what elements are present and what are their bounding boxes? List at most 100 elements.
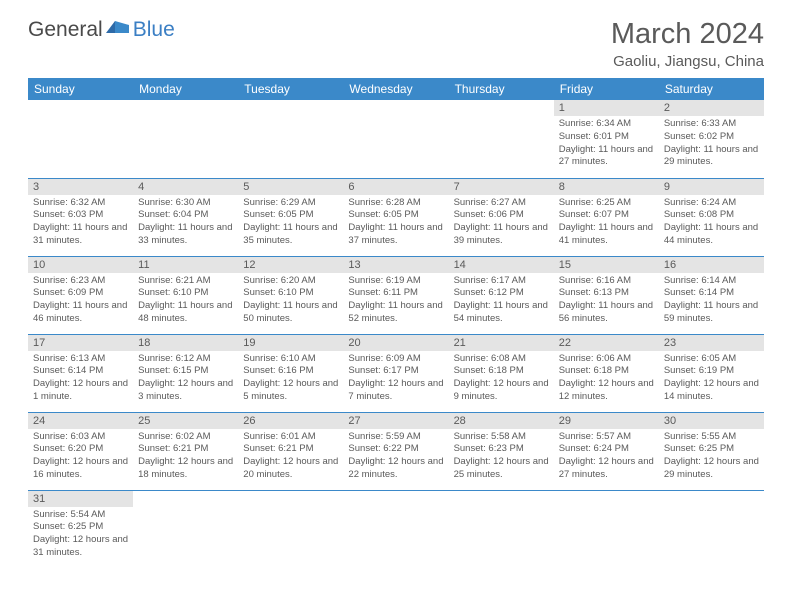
calendar-cell: 13Sunrise: 6:19 AMSunset: 6:11 PMDayligh… — [343, 256, 448, 334]
day-info: Sunrise: 6:13 AMSunset: 6:14 PMDaylight:… — [28, 351, 133, 406]
weekday-header: Thursday — [449, 78, 554, 100]
day-number: 27 — [343, 413, 448, 429]
day-number: 13 — [343, 257, 448, 273]
calendar-cell: 2Sunrise: 6:33 AMSunset: 6:02 PMDaylight… — [659, 100, 764, 178]
flag-icon — [105, 19, 131, 42]
day-number: 20 — [343, 335, 448, 351]
day-info: Sunrise: 6:12 AMSunset: 6:15 PMDaylight:… — [133, 351, 238, 406]
day-info: Sunrise: 6:02 AMSunset: 6:21 PMDaylight:… — [133, 429, 238, 484]
calendar-cell: 22Sunrise: 6:06 AMSunset: 6:18 PMDayligh… — [554, 334, 659, 412]
weekday-header: Friday — [554, 78, 659, 100]
day-number: 4 — [133, 179, 238, 195]
calendar-cell — [659, 490, 764, 568]
logo-text-general: General — [28, 18, 103, 42]
calendar-row: 10Sunrise: 6:23 AMSunset: 6:09 PMDayligh… — [28, 256, 764, 334]
day-info: Sunrise: 6:17 AMSunset: 6:12 PMDaylight:… — [449, 273, 554, 328]
calendar-cell: 16Sunrise: 6:14 AMSunset: 6:14 PMDayligh… — [659, 256, 764, 334]
calendar-row: 1Sunrise: 6:34 AMSunset: 6:01 PMDaylight… — [28, 100, 764, 178]
day-info: Sunrise: 5:58 AMSunset: 6:23 PMDaylight:… — [449, 429, 554, 484]
day-number: 26 — [238, 413, 343, 429]
day-info: Sunrise: 6:01 AMSunset: 6:21 PMDaylight:… — [238, 429, 343, 484]
logo-text-blue: Blue — [133, 18, 175, 42]
day-number: 6 — [343, 179, 448, 195]
calendar-cell: 23Sunrise: 6:05 AMSunset: 6:19 PMDayligh… — [659, 334, 764, 412]
day-number: 8 — [554, 179, 659, 195]
calendar-cell: 3Sunrise: 6:32 AMSunset: 6:03 PMDaylight… — [28, 178, 133, 256]
day-number: 31 — [28, 491, 133, 507]
day-number: 2 — [659, 100, 764, 116]
day-number: 24 — [28, 413, 133, 429]
calendar-cell — [343, 100, 448, 178]
calendar-cell: 19Sunrise: 6:10 AMSunset: 6:16 PMDayligh… — [238, 334, 343, 412]
calendar-row: 3Sunrise: 6:32 AMSunset: 6:03 PMDaylight… — [28, 178, 764, 256]
day-info: Sunrise: 6:20 AMSunset: 6:10 PMDaylight:… — [238, 273, 343, 328]
day-info: Sunrise: 6:21 AMSunset: 6:10 PMDaylight:… — [133, 273, 238, 328]
day-info: Sunrise: 6:06 AMSunset: 6:18 PMDaylight:… — [554, 351, 659, 406]
calendar-cell: 14Sunrise: 6:17 AMSunset: 6:12 PMDayligh… — [449, 256, 554, 334]
day-number: 22 — [554, 335, 659, 351]
day-number: 7 — [449, 179, 554, 195]
day-number: 30 — [659, 413, 764, 429]
calendar-cell: 10Sunrise: 6:23 AMSunset: 6:09 PMDayligh… — [28, 256, 133, 334]
calendar-cell: 9Sunrise: 6:24 AMSunset: 6:08 PMDaylight… — [659, 178, 764, 256]
day-number: 28 — [449, 413, 554, 429]
day-info: Sunrise: 6:09 AMSunset: 6:17 PMDaylight:… — [343, 351, 448, 406]
calendar-row: 31Sunrise: 5:54 AMSunset: 6:25 PMDayligh… — [28, 490, 764, 568]
day-info: Sunrise: 6:16 AMSunset: 6:13 PMDaylight:… — [554, 273, 659, 328]
day-number: 23 — [659, 335, 764, 351]
day-info: Sunrise: 6:27 AMSunset: 6:06 PMDaylight:… — [449, 195, 554, 250]
day-number: 3 — [28, 179, 133, 195]
day-number: 21 — [449, 335, 554, 351]
calendar-cell: 25Sunrise: 6:02 AMSunset: 6:21 PMDayligh… — [133, 412, 238, 490]
day-number: 16 — [659, 257, 764, 273]
day-number: 18 — [133, 335, 238, 351]
day-info: Sunrise: 5:54 AMSunset: 6:25 PMDaylight:… — [28, 507, 133, 562]
logo: General Blue — [28, 18, 175, 42]
day-info: Sunrise: 6:25 AMSunset: 6:07 PMDaylight:… — [554, 195, 659, 250]
day-info: Sunrise: 5:59 AMSunset: 6:22 PMDaylight:… — [343, 429, 448, 484]
day-number: 1 — [554, 100, 659, 116]
day-number: 14 — [449, 257, 554, 273]
weekday-header: Wednesday — [343, 78, 448, 100]
calendar-table: SundayMondayTuesdayWednesdayThursdayFrid… — [28, 78, 764, 568]
day-number: 29 — [554, 413, 659, 429]
calendar-cell: 12Sunrise: 6:20 AMSunset: 6:10 PMDayligh… — [238, 256, 343, 334]
day-info: Sunrise: 6:05 AMSunset: 6:19 PMDaylight:… — [659, 351, 764, 406]
weekday-header: Sunday — [28, 78, 133, 100]
calendar-head: SundayMondayTuesdayWednesdayThursdayFrid… — [28, 78, 764, 100]
calendar-cell — [554, 490, 659, 568]
calendar-cell: 11Sunrise: 6:21 AMSunset: 6:10 PMDayligh… — [133, 256, 238, 334]
calendar-row: 17Sunrise: 6:13 AMSunset: 6:14 PMDayligh… — [28, 334, 764, 412]
calendar-cell: 18Sunrise: 6:12 AMSunset: 6:15 PMDayligh… — [133, 334, 238, 412]
calendar-row: 24Sunrise: 6:03 AMSunset: 6:20 PMDayligh… — [28, 412, 764, 490]
calendar-cell: 8Sunrise: 6:25 AMSunset: 6:07 PMDaylight… — [554, 178, 659, 256]
calendar-cell: 30Sunrise: 5:55 AMSunset: 6:25 PMDayligh… — [659, 412, 764, 490]
day-info: Sunrise: 6:28 AMSunset: 6:05 PMDaylight:… — [343, 195, 448, 250]
calendar-cell: 31Sunrise: 5:54 AMSunset: 6:25 PMDayligh… — [28, 490, 133, 568]
calendar-cell: 7Sunrise: 6:27 AMSunset: 6:06 PMDaylight… — [449, 178, 554, 256]
day-info: Sunrise: 6:23 AMSunset: 6:09 PMDaylight:… — [28, 273, 133, 328]
day-info: Sunrise: 6:30 AMSunset: 6:04 PMDaylight:… — [133, 195, 238, 250]
calendar-cell: 1Sunrise: 6:34 AMSunset: 6:01 PMDaylight… — [554, 100, 659, 178]
calendar-body: 1Sunrise: 6:34 AMSunset: 6:01 PMDaylight… — [28, 100, 764, 568]
day-info: Sunrise: 6:08 AMSunset: 6:18 PMDaylight:… — [449, 351, 554, 406]
day-info: Sunrise: 5:55 AMSunset: 6:25 PMDaylight:… — [659, 429, 764, 484]
day-number: 9 — [659, 179, 764, 195]
weekday-header: Monday — [133, 78, 238, 100]
day-info: Sunrise: 6:34 AMSunset: 6:01 PMDaylight:… — [554, 116, 659, 171]
day-number: 15 — [554, 257, 659, 273]
calendar-cell: 27Sunrise: 5:59 AMSunset: 6:22 PMDayligh… — [343, 412, 448, 490]
calendar-cell: 15Sunrise: 6:16 AMSunset: 6:13 PMDayligh… — [554, 256, 659, 334]
calendar-cell: 20Sunrise: 6:09 AMSunset: 6:17 PMDayligh… — [343, 334, 448, 412]
calendar-cell — [133, 100, 238, 178]
day-info: Sunrise: 6:10 AMSunset: 6:16 PMDaylight:… — [238, 351, 343, 406]
day-info: Sunrise: 6:24 AMSunset: 6:08 PMDaylight:… — [659, 195, 764, 250]
day-info: Sunrise: 6:19 AMSunset: 6:11 PMDaylight:… — [343, 273, 448, 328]
calendar-cell: 21Sunrise: 6:08 AMSunset: 6:18 PMDayligh… — [449, 334, 554, 412]
calendar-cell: 5Sunrise: 6:29 AMSunset: 6:05 PMDaylight… — [238, 178, 343, 256]
calendar-cell — [343, 490, 448, 568]
calendar-cell — [238, 100, 343, 178]
day-number: 19 — [238, 335, 343, 351]
day-info: Sunrise: 6:32 AMSunset: 6:03 PMDaylight:… — [28, 195, 133, 250]
calendar-cell — [449, 490, 554, 568]
